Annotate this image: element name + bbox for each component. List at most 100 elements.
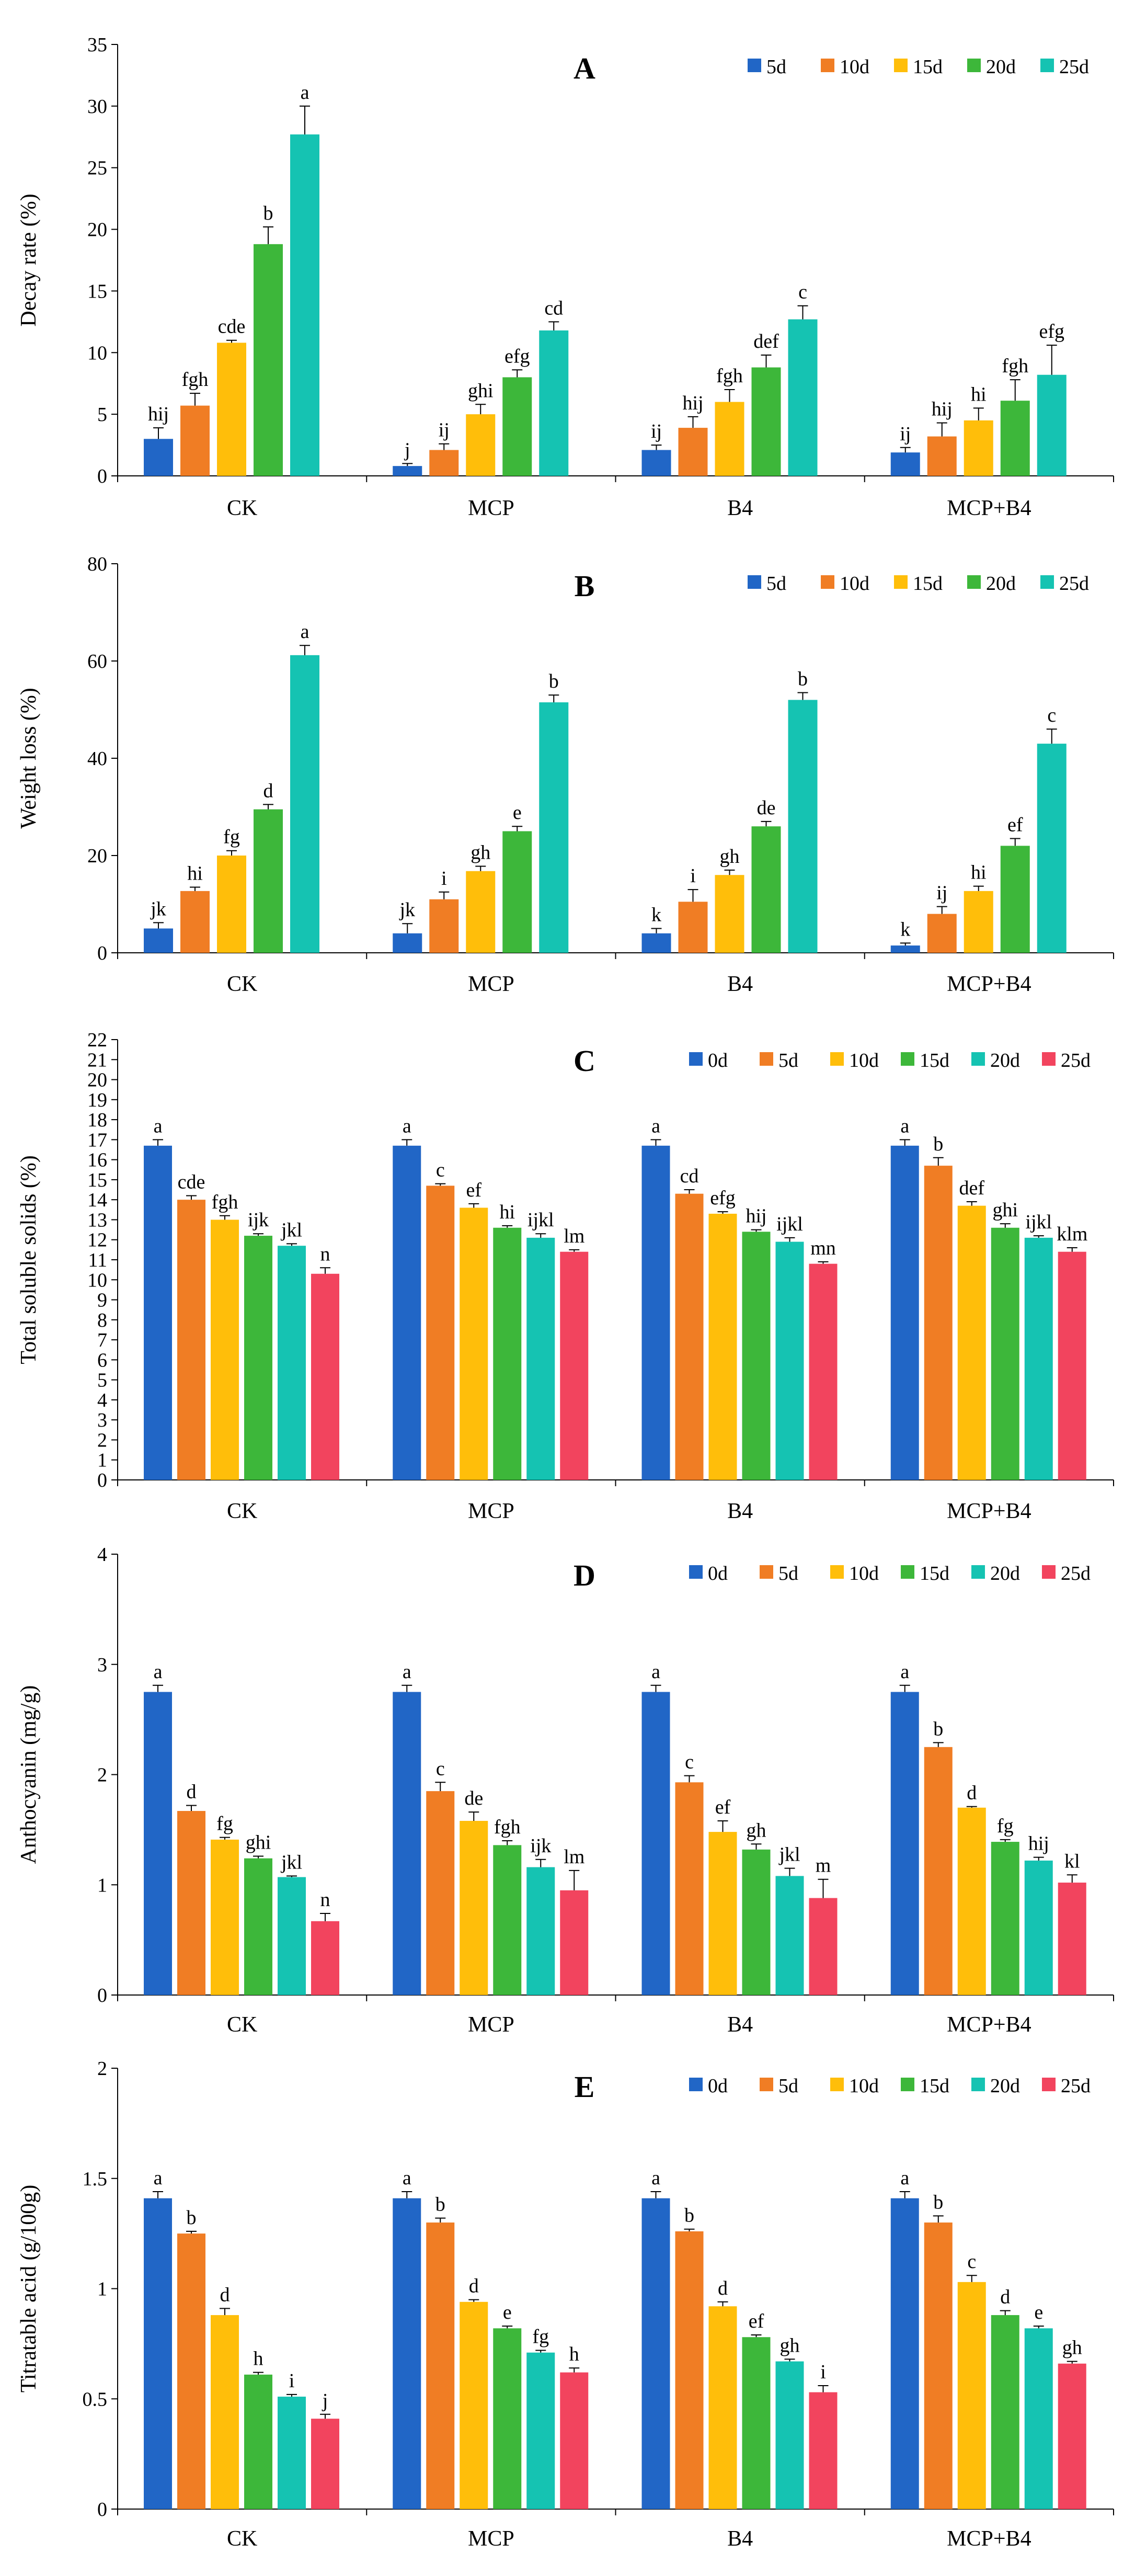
chart4-sig-letter: b [933,1718,943,1740]
chart4-bar-B4-5d [675,1782,704,1995]
chart5-legend-swatch-20d [971,2078,985,2091]
chart5-sig-letter: d [469,2275,479,2297]
chart1-sig-letter: fgh [716,365,743,387]
chart4-y-tick-label: 0 [97,1985,107,2007]
chart3-sig-letter: lm [564,1225,584,1247]
chart5-sig-letter: j [322,2390,328,2412]
chart2-sig-letter: jk [150,898,166,920]
chart3-y-tick-label: 13 [87,1209,107,1231]
chart5-sig-letter: gh [1062,2337,1082,2359]
chart3-bar-CK-5d [177,1200,205,1480]
chart3-bar-MCP+B4-10d [957,1205,986,1480]
chart3-sig-letter: a [651,1115,660,1137]
chart3-bar-MCP+B4-0d [890,1145,919,1480]
chart5-legend-swatch-0d [689,2078,703,2091]
chart1-sig-letter: ghi [468,380,494,402]
chart4-y-tick-label: 2 [97,1764,107,1786]
chart5-bar-CK-5d [177,2233,205,2509]
chart2-bar-MCP-5d [393,933,422,953]
chart3-bar-B4-5d [675,1193,704,1480]
chart3-sig-letter: n [320,1243,330,1265]
chart4-sig-letter: fg [216,1813,233,1835]
chart4-bar-MCP+B4-10d [957,1807,986,1995]
chart4-bar-MCP-15d [493,1845,522,1995]
chart4-sig-letter: m [816,1855,831,1877]
chart2-y-axis-label: Weight loss (%) [17,688,41,829]
chart3-sig-letter: cde [178,1171,205,1193]
chart5-sig-letter: a [651,2167,660,2189]
chart2-bar-B4-5d [641,933,671,953]
chart1-bar-CK-5d [144,439,173,476]
chart5-category-label: CK [227,2527,257,2551]
chart5-bar-B4-25d [809,2392,838,2509]
chart3-bar-MCP-15d [493,1227,522,1480]
chart2-bar-MCP-10d [429,899,459,953]
chart1-y-axis-label: Decay rate (%) [17,193,41,326]
chart5-sig-letter: ef [749,2310,764,2332]
chart1-category-label: B4 [727,496,753,520]
chart1-bar-CK-25d [290,134,319,476]
chart5-sig-letter: e [503,2301,512,2323]
chart4-legend-label-5d: 5d [778,1563,798,1585]
chart5-legend-swatch-10d [830,2078,844,2091]
chart1-sig-letter: efg [505,345,530,367]
chart1-legend-label-5d: 5d [766,56,786,78]
chart5-y-axis-label: Titratable acid (g/100g) [17,2185,41,2392]
chart3-bar-CK-25d [311,1273,339,1480]
chart1-sig-letter: hij [682,392,703,414]
chart2-bar-CK-15d [217,856,246,953]
chart5-bar-CK-25d [311,2419,339,2509]
chart4-sig-letter: a [900,1661,909,1683]
chart1-y-tick-label: 10 [87,342,107,364]
chart5-bar-MCP+B4-10d [957,2282,986,2509]
chart3-legend-label-15d: 15d [920,1050,949,1072]
chart4-bar-B4-25d [809,1898,838,1995]
chart2-legend-label-5d: 5d [766,573,786,595]
chart2-legend-label-25d: 25d [1059,573,1089,595]
chart2-legend-swatch-5d [748,575,761,589]
chart2-legend-swatch-20d [967,575,981,589]
chart5-legend-label-25d: 25d [1061,2075,1091,2097]
chart4-bar-MCP+B4-25d [1058,1883,1086,1995]
chart4-bar-CK-25d [311,1921,339,1995]
chart3-bar-CK-10d [211,1219,239,1480]
chart2-sig-letter: jk [398,899,415,921]
chart2-sig-letter: hi [187,862,203,884]
chart3-sig-letter: c [436,1159,445,1181]
chart2-bar-MCP+B4-20d [1000,846,1030,953]
chart4-sig-letter: hij [1028,1833,1049,1855]
chart2-category-label: CK [227,972,257,996]
chart5-title: E [575,2070,595,2104]
chart3-bar-MCP-25d [560,1251,589,1480]
chart2-category-label: MCP [468,972,514,996]
chart5-y-tick-label: 1 [97,2278,107,2300]
chart3-sig-letter: ijkl [776,1213,803,1235]
chart5-y-tick-label: 0.5 [83,2388,108,2410]
chart3-legend-swatch-25d [1042,1052,1056,1066]
chart2-sig-letter: k [651,904,661,926]
chart4-legend-swatch-0d [689,1565,703,1579]
chart4-sig-letter: jkl [778,1844,800,1866]
chart5-category-label: MCP [468,2527,514,2551]
chart3-bar-MCP+B4-25d [1058,1251,1086,1480]
chart5-bar-MCP-15d [493,2328,522,2509]
chart4-sig-letter: lm [564,1846,584,1868]
chart3-category-label: B4 [727,1499,753,1523]
chart1-legend-swatch-5d [748,59,761,72]
chart4-bar-MCP+B4-0d [890,1692,919,1995]
chart5-bar-CK-10d [211,2315,239,2509]
chart3-y-tick-label: 4 [97,1389,107,1411]
chart1-y-tick-label: 0 [97,465,107,487]
chart1-title: A [574,51,595,85]
chart3-sig-letter: efg [710,1187,736,1209]
chart5-sig-letter: d [718,2277,728,2299]
chart3-sig-letter: mn [810,1237,836,1259]
chart1-bar-B4-10d [678,428,708,476]
chart4-sig-letter: d [187,1781,197,1803]
chart1-legend-swatch-10d [821,59,834,72]
chart1-sig-letter: hij [148,403,169,425]
chart1-bar-B4-20d [751,367,781,476]
chart3-y-tick-label: 5 [97,1370,107,1392]
chart1-bar-MCP+B4-25d [1037,374,1067,476]
chart3-y-tick-label: 9 [97,1290,107,1312]
